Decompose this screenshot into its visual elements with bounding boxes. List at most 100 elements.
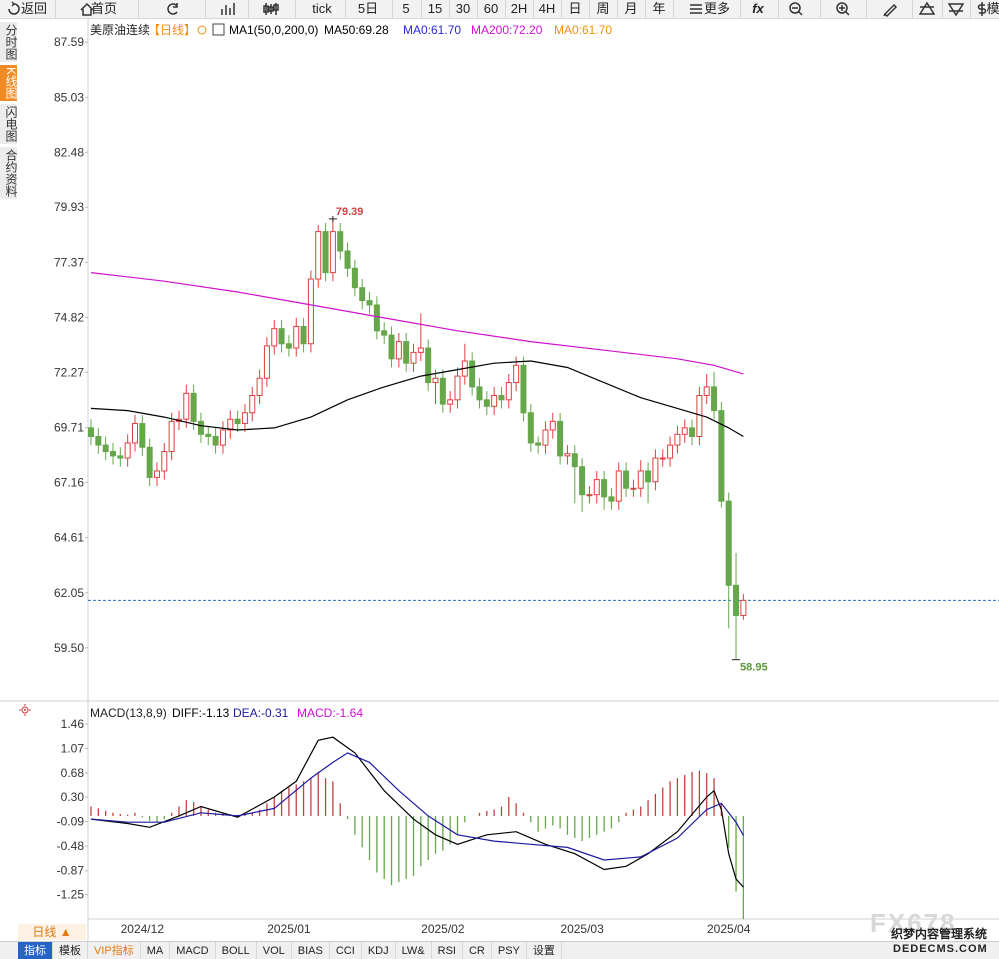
- toolbar-button[interactable]: tick: [312, 1, 332, 16]
- x-tick-label: 2024/12: [121, 922, 165, 936]
- low-label: 58.95: [740, 662, 768, 674]
- toolbar-icon[interactable]: [788, 1, 804, 17]
- indicator-tab[interactable]: KDJ: [362, 942, 396, 959]
- toolbar-button[interactable]: 首页: [90, 1, 118, 16]
- candle-body: [711, 386, 718, 412]
- candle-body: [359, 287, 366, 302]
- y-tick-label: 87.59: [54, 35, 84, 49]
- toolbar-button[interactable]: 模: [986, 1, 999, 16]
- toolbar-separator: [248, 0, 249, 18]
- sidebar-tab[interactable]: 闪电图: [0, 104, 18, 145]
- legend-item: MACD:-1.64: [297, 706, 363, 720]
- period-selector[interactable]: 日线 ▲: [18, 924, 86, 940]
- indicator-line: [90, 360, 744, 438]
- toolbar-separator: [617, 0, 618, 18]
- candle-body: [227, 418, 234, 431]
- y-tick-label: 74.82: [54, 310, 84, 324]
- candle-body: [278, 328, 285, 345]
- sidebar-tab[interactable]: 合约资料: [0, 147, 18, 200]
- toolbar-button[interactable]: 15: [427, 1, 443, 16]
- toolbar-separator: [55, 0, 56, 18]
- toolbar-icon[interactable]: [688, 1, 704, 17]
- toolbar-icon[interactable]: [835, 1, 851, 17]
- candle-body: [469, 360, 476, 388]
- toolbar-button[interactable]: 返回: [20, 1, 48, 16]
- y-tick-label: 62.05: [54, 586, 84, 600]
- y-tick-label: 1.46: [61, 717, 85, 731]
- indicator-tab[interactable]: CCI: [330, 942, 362, 959]
- indicator-tab[interactable]: LW&: [396, 942, 432, 959]
- toolbar-button[interactable]: 更多: [703, 1, 731, 16]
- candle-body: [557, 420, 564, 457]
- icon-shape: [789, 2, 803, 16]
- candle-body: [241, 412, 248, 425]
- period-label: 【日线】: [148, 23, 196, 37]
- candle-body: [329, 231, 336, 274]
- candle-body: [285, 343, 292, 349]
- indicator-line: [90, 272, 744, 375]
- y-tick-label: 69.71: [54, 421, 84, 435]
- indicator-tab[interactable]: PSY: [492, 942, 527, 959]
- toolbar-button[interactable]: 30: [455, 1, 471, 16]
- indicator-line: [90, 736, 744, 888]
- toolbar-icon[interactable]: [79, 1, 95, 17]
- toolbar-button[interactable]: 5日: [357, 1, 379, 16]
- icon-shape: [948, 3, 964, 17]
- toolbar-icon[interactable]: [6, 1, 22, 17]
- toolbar-icon[interactable]: [882, 1, 898, 17]
- candle-body: [439, 377, 446, 405]
- toolbar-button[interactable]: 年: [652, 1, 666, 16]
- toolbar-button[interactable]: 5: [402, 1, 410, 16]
- candle-body: [344, 250, 351, 269]
- icon-shape: [80, 2, 94, 16]
- toolbar-separator: [421, 0, 422, 18]
- candle-body: [197, 420, 204, 435]
- candle-body: [293, 325, 300, 349]
- sidebar-tab[interactable]: K线图: [0, 65, 18, 102]
- indicator-tab[interactable]: 指标: [18, 942, 53, 959]
- indicator-tab[interactable]: CR: [463, 942, 492, 959]
- indicator-tab[interactable]: BIAS: [292, 942, 330, 959]
- toolbar-icon[interactable]: [948, 1, 964, 17]
- sidebar-tab[interactable]: 分时图: [0, 22, 18, 62]
- toolbar-button[interactable]: 60: [483, 1, 499, 16]
- candle-body: [454, 375, 461, 401]
- legend-item: MA0:61.70: [403, 23, 461, 37]
- indicator-tab[interactable]: MA: [141, 942, 171, 959]
- candle-body: [351, 267, 358, 289]
- toolbar-icon[interactable]: [220, 1, 236, 17]
- y-tick-label: -0.48: [57, 839, 85, 853]
- toolbar-button[interactable]: 日: [568, 1, 582, 16]
- candle-body: [395, 341, 402, 360]
- sidebar: 分时图 K线图闪电图合约资料: [0, 22, 18, 202]
- toolbar-button[interactable]: fx: [752, 1, 764, 16]
- toolbar-separator: [138, 0, 139, 18]
- toolbar-button[interactable]: 4H: [538, 1, 556, 16]
- candle-body: [674, 433, 681, 446]
- candle-body: [366, 300, 373, 306]
- toolbar-separator: [866, 0, 867, 18]
- indicator-tab[interactable]: VIP指标: [88, 942, 141, 959]
- toolbar-button[interactable]: 2H: [510, 1, 528, 16]
- indicator-tab[interactable]: VOL: [257, 942, 292, 959]
- indicator-tab[interactable]: BOLL: [216, 942, 257, 959]
- candle-body: [535, 442, 542, 446]
- x-tick-label: 2025/03: [560, 922, 604, 936]
- toolbar-icon[interactable]: [919, 1, 935, 17]
- toolbar-icon[interactable]: [974, 1, 990, 17]
- candle-body: [586, 494, 593, 497]
- toolbar-button[interactable]: 月: [624, 1, 638, 16]
- candle-body: [593, 479, 600, 496]
- indicator-tab[interactable]: MACD: [170, 942, 216, 959]
- toolbar-separator: [778, 0, 779, 18]
- indicator-tab[interactable]: 设置: [527, 942, 562, 959]
- chart-title: 美原油连续: [90, 22, 150, 37]
- indicator-tab[interactable]: RSI: [432, 942, 463, 959]
- toolbar-button[interactable]: 周: [596, 1, 610, 16]
- toolbar-icon[interactable]: [263, 1, 279, 17]
- high-marker: [328, 215, 337, 222]
- toolbar-icon[interactable]: [164, 1, 180, 17]
- y-tick-label: -0.09: [57, 815, 85, 829]
- candle-body: [234, 418, 241, 425]
- indicator-tab[interactable]: 模板: [53, 942, 88, 959]
